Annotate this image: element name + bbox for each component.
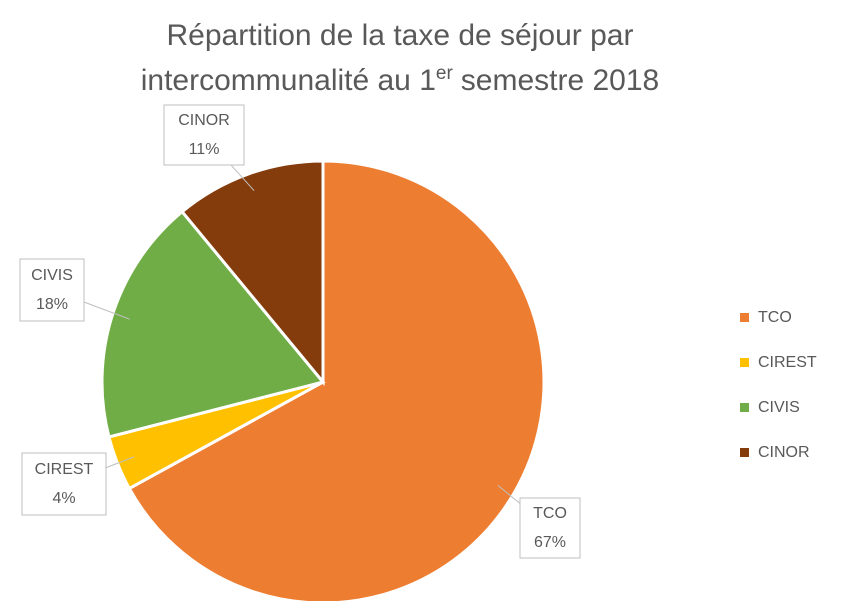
data-label: 67% [534, 534, 566, 551]
callout-box [19, 258, 85, 322]
data-label-category: TCO [533, 505, 567, 522]
legend-label: TCO [758, 309, 792, 326]
chart-title-line: Répartition de la taxe de séjour par [167, 19, 634, 52]
chart-title-line: intercommunalité au 1er semestre 2018 [141, 63, 660, 97]
data-label: 11% [189, 141, 220, 158]
callout-box [21, 452, 107, 516]
data-label-category: CINOR [178, 112, 230, 129]
callout-box [519, 497, 581, 559]
legend-swatch [740, 403, 749, 412]
pie-slice [100, 209, 326, 439]
legend-swatch [740, 448, 749, 457]
title-part: intercommunalité au 1 [141, 64, 436, 97]
legend-label: CIVIS [758, 399, 800, 416]
legend-swatch [740, 313, 749, 322]
legend-label: CINOR [758, 444, 810, 461]
data-label-category: CIREST [35, 461, 94, 478]
title-part: semestre 2018 [461, 64, 659, 97]
data-label-category: CIVIS [31, 267, 73, 284]
pie-slice [127, 159, 546, 601]
title-superscript: er [436, 63, 454, 84]
data-label: 4% [52, 490, 75, 507]
legend-swatch [740, 358, 749, 367]
legend-label: CIREST [758, 354, 817, 371]
callout-box [163, 104, 245, 166]
pie-slice [180, 159, 325, 387]
data-label: 18% [36, 296, 68, 313]
